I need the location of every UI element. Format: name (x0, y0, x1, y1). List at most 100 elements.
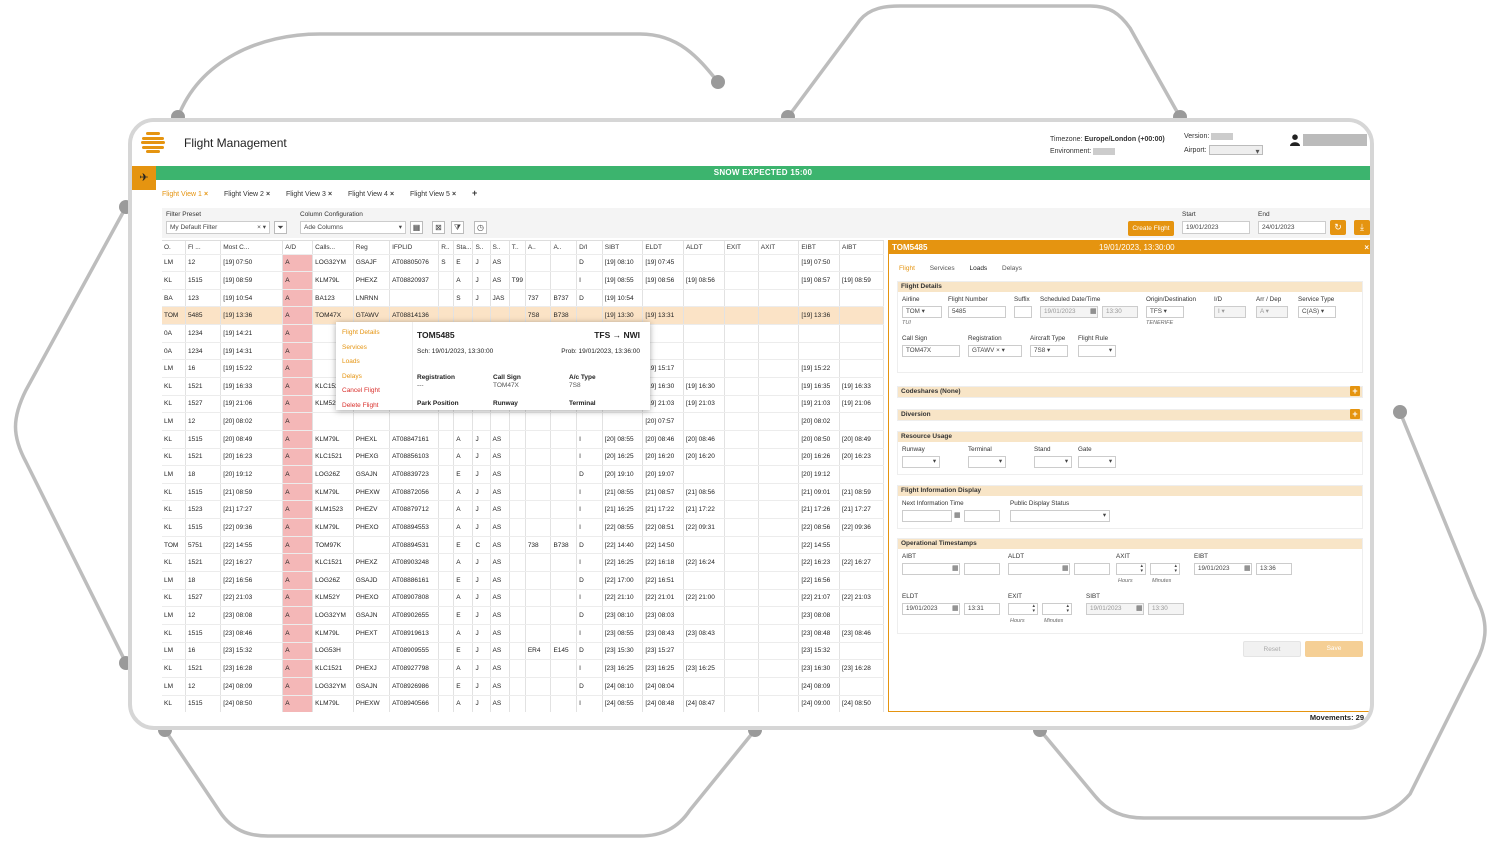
table-row[interactable]: KL 1523 [21] 17:27 A KLM1523 PHEZV AT08879712 A… (162, 500, 884, 520)
axit-minutes-input[interactable]: ▴ ▾ (1150, 563, 1180, 575)
tab-flight[interactable]: Flight (899, 265, 915, 272)
stand-select[interactable]: ▾ (1034, 456, 1072, 468)
refresh-icon[interactable]: ↻ (1330, 220, 1346, 235)
terminal-select[interactable]: ▾ (968, 456, 1006, 468)
column-header[interactable]: ALDT (683, 241, 725, 255)
table-row[interactable]: TOM 5751 [22] 14:55 A TOM97K AT08894531 E C AS 73… (162, 536, 884, 555)
menu-cancel-flight[interactable]: Cancel Flight (342, 387, 380, 395)
runway-select[interactable]: ▾ (902, 456, 940, 468)
filter-preset-select[interactable]: My Default Filter × ▾ (166, 221, 270, 234)
calendar-icon[interactable]: ▦ (1062, 565, 1069, 572)
sched-date-input[interactable]: 19/01/2023 (1040, 306, 1098, 318)
menu-delete-flight[interactable]: Delete Flight (342, 401, 379, 409)
table-row[interactable]: KL 1515 [19] 08:59 A KLM79L PHEXZ AT08820937 A J… (162, 271, 884, 290)
eibt-date-input[interactable]: 19/01/2023 (1194, 563, 1252, 575)
filter-icon[interactable]: ⏷ (274, 221, 287, 234)
table-row[interactable]: LM 18 [20] 19:12 A LOG26Z GSAJN AT08839723 E J AS… (162, 465, 884, 484)
eldt-time-input[interactable]: 13:31 (964, 603, 1000, 615)
codeshares-section[interactable]: Codeshares (None) + (897, 386, 1363, 398)
table-row[interactable]: LM 12 [20] 08:02 A [20] 07:57 [20] 08:02 (162, 412, 884, 431)
menu-services[interactable]: Services (342, 343, 367, 351)
expand-plus-icon[interactable]: + (1350, 386, 1360, 396)
sibt-time-input[interactable]: 13:30 (1148, 603, 1184, 615)
axit-hours-input[interactable]: ▴ ▾ (1116, 563, 1146, 575)
tab-flight-view-3[interactable]: Flight View 3 × (286, 191, 332, 198)
column-header[interactable]: Most C... (220, 241, 284, 255)
table-row[interactable]: KL 1527 [22] 21:03 A KLM52Y PHEXO AT08907808 A J… (162, 589, 884, 608)
table-row[interactable]: KL 1521 [20] 16:23 A KLC1521 PHEXG AT08856103 A… (162, 448, 884, 467)
table-row[interactable]: LM 16 [23] 15:32 A LOG53H AT08909555 E J AS ER4 E1… (162, 642, 884, 661)
table-row[interactable]: KL 1515 [20] 08:49 A KLM79L PHEXL AT08847161 A J… (162, 430, 884, 449)
registration-select[interactable]: GTAWV × ▾ (968, 345, 1022, 357)
tab-flight-view-1[interactable]: Flight View 1 × (162, 191, 208, 198)
expand-plus-icon[interactable]: + (1350, 409, 1360, 419)
add-tab-button[interactable]: + (472, 188, 478, 198)
column-header[interactable]: Sta... (453, 241, 474, 255)
column-header[interactable]: R.. (438, 241, 455, 255)
download-icon[interactable]: ⤓ (1354, 220, 1370, 235)
suffix-input[interactable] (1014, 306, 1032, 318)
service-type-select[interactable]: C(AS) ▾ (1298, 306, 1336, 318)
funnel-x-icon[interactable]: ⧩ (451, 221, 464, 234)
column-header[interactable]: AXIT (758, 241, 800, 255)
table-row[interactable]: BA 123 [19] 10:54 A BA123 LNRNN S J JAS 737 B737 D[… (162, 289, 884, 308)
plane-icon[interactable]: ✈ (132, 166, 156, 190)
table-row[interactable]: KL 1521 [22] 16:27 A KLC1521 PHEXZ AT08903248 A… (162, 553, 884, 573)
clock-icon[interactable]: ◷ (474, 221, 487, 234)
tab-services[interactable]: Services (929, 265, 955, 272)
column-header[interactable]: A/D (282, 241, 314, 255)
user-menu[interactable] (1290, 134, 1367, 146)
column-header[interactable]: SIBT (602, 241, 644, 255)
menu-delays[interactable]: Delays (342, 372, 362, 380)
calendar-icon[interactable]: ▦ (952, 565, 959, 572)
stepper-icon[interactable]: ▴ ▾ (1032, 603, 1035, 614)
calendar-icon[interactable]: ▦ (1244, 565, 1251, 572)
create-flight-button[interactable]: Create Flight (1128, 221, 1174, 236)
column-header[interactable]: ELDT (642, 241, 684, 255)
calendar-icon[interactable]: ▦ (1136, 605, 1143, 612)
table-row[interactable]: LM 12 [23] 08:08 A LOG32YM GSAJN AT08902655 E J A… (162, 606, 884, 625)
table-row[interactable]: LM 18 [22] 16:56 A LOG26Z GSAJD AT08886161 E J AS… (162, 571, 884, 590)
menu-flight-details[interactable]: Flight Details (342, 329, 380, 336)
column-header[interactable]: A.. (550, 241, 578, 255)
aldt-date-input[interactable] (1008, 563, 1070, 575)
column-header[interactable]: D/I (576, 241, 603, 255)
column-header[interactable]: T.. (509, 241, 526, 255)
column-header[interactable]: S.. (472, 241, 491, 255)
flight-number-input[interactable]: 5485 (948, 306, 1006, 318)
aldt-time-input[interactable] (1074, 563, 1110, 575)
calendar-icon[interactable]: ▦ (952, 605, 959, 612)
diversion-section[interactable]: Diversion + (897, 409, 1363, 421)
calendar-icon[interactable]: ▦ (1090, 308, 1097, 315)
next-info-time-input[interactable] (964, 510, 1000, 522)
sibt-date-input[interactable]: 19/01/2023 (1086, 603, 1144, 615)
tab-flight-view-5[interactable]: Flight View 5 × (410, 191, 456, 198)
save-button[interactable]: Save (1305, 641, 1363, 657)
tab-loads[interactable]: Loads (969, 265, 988, 272)
gate-select[interactable]: ▾ (1078, 456, 1116, 468)
column-header[interactable]: O. (162, 241, 186, 255)
exit-minutes-input[interactable]: ▴ ▾ (1042, 603, 1072, 615)
columns-grid-icon[interactable]: ▦ (410, 221, 423, 234)
eibt-time-input[interactable]: 13:36 (1256, 563, 1292, 575)
close-icon[interactable]: × (389, 191, 395, 198)
table-row[interactable]: LM 12 [24] 08:09 A LOG32YM GSAJN AT08926986 E J A… (162, 677, 884, 696)
calendar-icon[interactable]: ▦ (954, 512, 961, 519)
table-row[interactable]: LM 12 [19] 07:50 A LOG32YM GSAJF AT08805076 S E J… (162, 254, 884, 273)
close-icon[interactable]: × (451, 191, 457, 198)
tab-flight-view-4[interactable]: Flight View 4 × (348, 191, 394, 198)
stepper-icon[interactable]: ▴ ▾ (1140, 563, 1143, 574)
clear-filter-icon[interactable]: ⊠ (432, 221, 445, 234)
origin-select[interactable]: TFS ▾ (1146, 306, 1184, 318)
column-header[interactable]: AIBT (839, 241, 884, 255)
start-date-input[interactable]: 19/01/2023 (1182, 221, 1250, 234)
table-row[interactable]: KL 1515 [21] 08:59 A KLM79L PHEXW AT08872056 A J… (162, 483, 884, 502)
arrdep-select[interactable]: A ▾ (1256, 306, 1288, 318)
tab-flight-view-2[interactable]: Flight View 2 × (224, 191, 270, 198)
next-info-date-input[interactable] (902, 510, 952, 522)
column-header[interactable]: A.. (525, 241, 552, 255)
exit-hours-input[interactable]: ▴ ▾ (1008, 603, 1038, 615)
aibt-date-input[interactable] (902, 563, 960, 575)
column-header[interactable]: EIBT (798, 241, 840, 255)
callsign-input[interactable]: TOM47X (902, 345, 960, 357)
